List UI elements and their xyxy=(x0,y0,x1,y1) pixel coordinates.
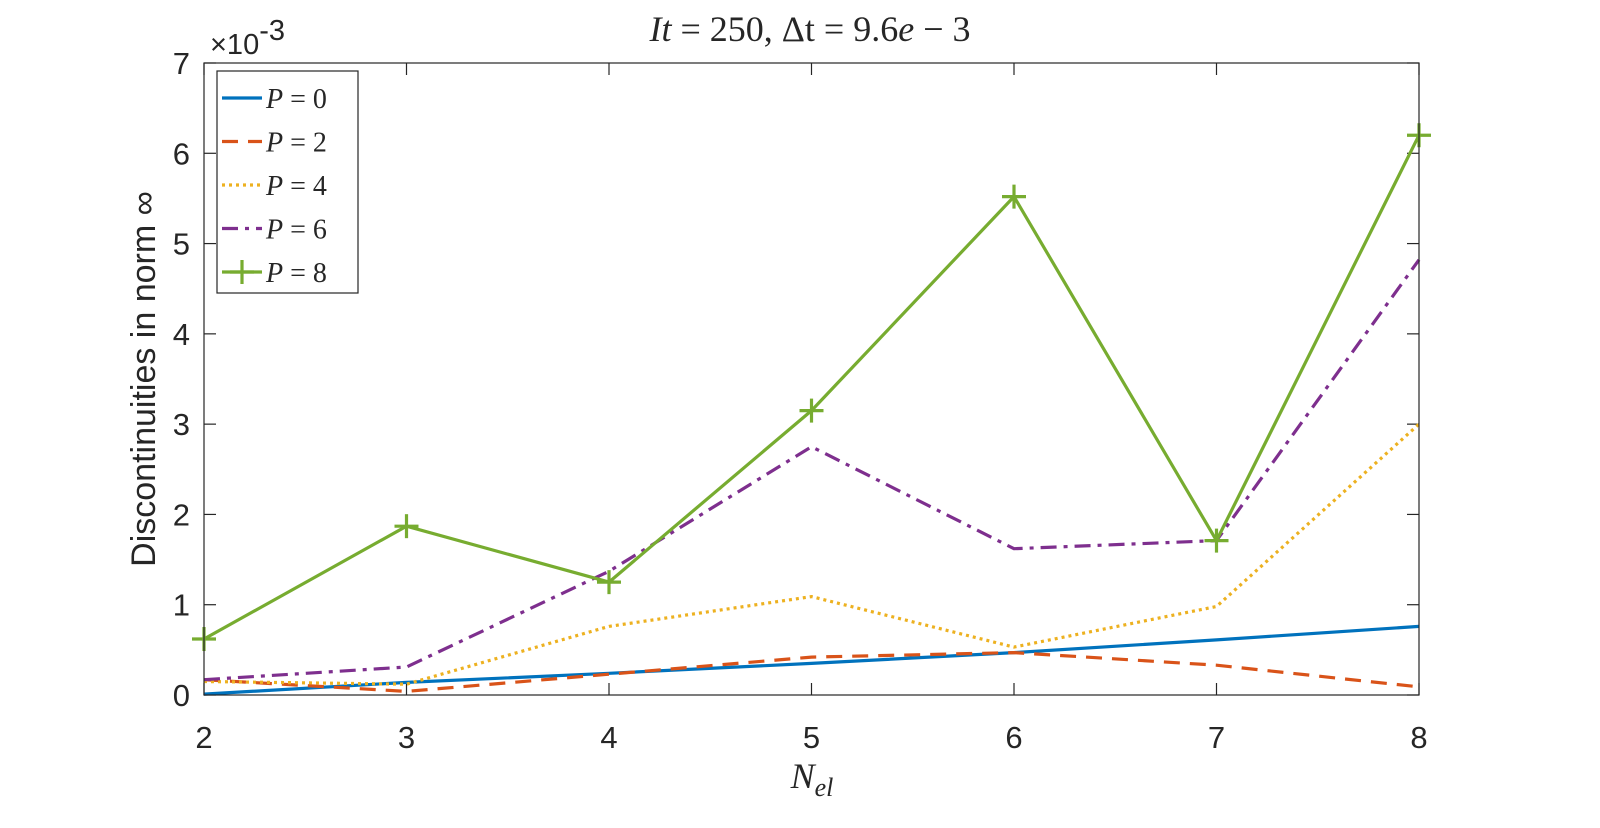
y-tick-label: 2 xyxy=(173,497,190,532)
legend-item: P = 6 xyxy=(222,215,327,246)
y-tick-label: 3 xyxy=(173,407,190,442)
data-point-marker xyxy=(799,398,824,423)
series-line-p0 xyxy=(203,624,1420,696)
data-point-marker xyxy=(597,570,621,595)
axis-ticks: 2 3 4 5 6 7 8 0 1 2 3 4 5 6 7 xyxy=(173,46,1428,755)
y-tick-label: 5 xyxy=(173,227,190,262)
y-tick-label: 6 xyxy=(173,136,190,171)
x-tick-label: 5 xyxy=(803,720,820,755)
legend: P = 0 P = 2 P = 4 P = 6 P = 8 xyxy=(216,70,359,294)
series-line-p2 xyxy=(203,650,1420,694)
legend-label: P = 0 xyxy=(265,84,327,115)
series-line-p4 xyxy=(203,422,1421,686)
legend-box xyxy=(216,70,359,294)
y-tick-label: 7 xyxy=(173,46,190,81)
legend-item: P = 2 xyxy=(222,128,327,159)
y-tick-label: 4 xyxy=(173,317,190,352)
y-axis-label: Discontinuities in norm ∞ xyxy=(125,191,163,567)
legend-item: P = 0 xyxy=(222,84,327,115)
axes-box xyxy=(203,62,1420,696)
x-axis-label: Nel xyxy=(790,756,834,802)
y-tick-label: 0 xyxy=(173,678,190,713)
legend-items: P = 0 P = 2 P = 4 P = 6 P = 8 xyxy=(222,84,327,289)
x-tick-label: 4 xyxy=(600,720,617,755)
x-tick-label: 2 xyxy=(195,720,212,755)
y-tick-label: 1 xyxy=(173,588,190,623)
legend-item: P = 8 xyxy=(222,258,327,289)
legend-label: P = 4 xyxy=(265,171,327,202)
x-tick-label: 7 xyxy=(1208,720,1225,755)
legend-label: P = 8 xyxy=(265,258,327,289)
data-point-marker xyxy=(394,514,419,539)
x-tick-label: 3 xyxy=(398,720,415,755)
chart-title: It = 250, Δt = 9.6e − 3 xyxy=(648,9,970,49)
y-axis-exponent: ×10-3 xyxy=(210,15,285,61)
series-layer xyxy=(192,123,1431,696)
legend-item: P = 4 xyxy=(222,171,327,202)
data-point-marker xyxy=(1204,528,1229,553)
x-tick-label: 8 xyxy=(1410,720,1427,755)
legend-label: P = 2 xyxy=(265,128,327,159)
x-tick-label: 6 xyxy=(1005,720,1022,755)
data-point-marker xyxy=(1002,184,1026,209)
legend-label: P = 6 xyxy=(265,215,327,246)
